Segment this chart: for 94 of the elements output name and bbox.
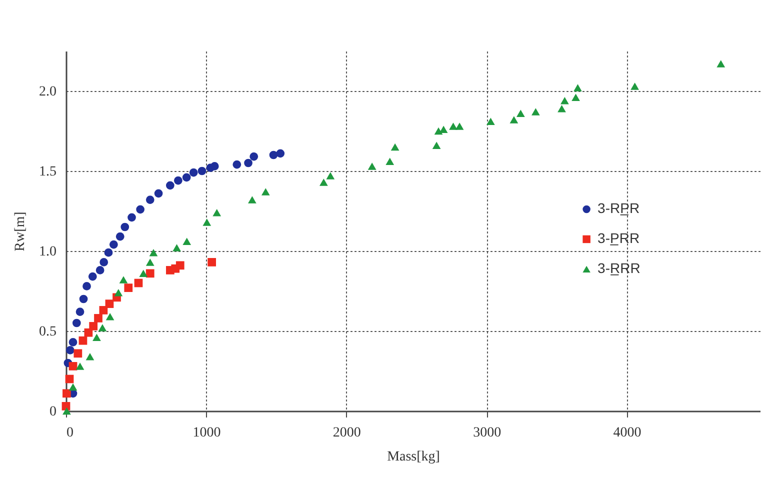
point (68, 338, 78, 346)
point (74, 349, 82, 358)
x-tick-label: 3000 (473, 426, 502, 440)
point (558, 104, 566, 112)
point (449, 122, 458, 130)
point (124, 284, 133, 292)
point (208, 258, 216, 266)
point (320, 178, 328, 186)
point (72, 318, 81, 328)
point (66, 346, 74, 354)
point (276, 149, 285, 158)
point (172, 244, 181, 252)
point (510, 116, 518, 124)
point (99, 306, 108, 314)
point (182, 238, 192, 246)
point (149, 248, 158, 256)
y-tick-label: 2.0 (39, 84, 56, 100)
point (92, 334, 101, 342)
point (76, 308, 84, 316)
x-tick-label: 0 (66, 426, 74, 440)
point (104, 248, 113, 257)
point (269, 150, 278, 160)
point (250, 152, 258, 161)
point (89, 322, 98, 330)
point (76, 362, 84, 370)
point (114, 288, 123, 296)
point (100, 258, 108, 266)
point (716, 60, 726, 68)
point (139, 270, 148, 278)
point (116, 232, 124, 241)
point (232, 160, 242, 169)
point (105, 300, 114, 308)
point (432, 142, 441, 150)
point (84, 328, 93, 337)
legend-label: 3-R̲RR (598, 260, 640, 276)
y-tick-label: 0.5 (39, 324, 56, 340)
point (136, 205, 144, 214)
point (96, 266, 104, 274)
point (109, 240, 118, 249)
legend-label: 3-RP̲R (598, 200, 640, 216)
point (65, 374, 74, 384)
point (94, 314, 102, 322)
point (189, 168, 198, 177)
point (486, 118, 495, 126)
point (62, 407, 71, 415)
x-axis-title: Mass[kg] (387, 450, 440, 464)
point (82, 282, 91, 290)
point (106, 312, 114, 320)
y-axis-title: Rw[m] (13, 212, 28, 252)
point (88, 272, 97, 281)
x-tick-label: 4000 (613, 426, 642, 440)
point (630, 82, 639, 90)
point (368, 162, 376, 170)
point (78, 336, 88, 345)
point (62, 389, 71, 398)
point (146, 269, 154, 278)
point (120, 222, 130, 232)
point (166, 181, 174, 190)
y-tick-label: 1.0 (39, 244, 56, 260)
point (146, 258, 154, 266)
point (68, 362, 78, 370)
point (128, 213, 136, 222)
point (79, 294, 88, 304)
point (531, 108, 540, 116)
point (86, 352, 94, 360)
point (98, 324, 107, 332)
y-tick-label: 0 (50, 404, 56, 420)
point (176, 261, 184, 270)
point (198, 166, 206, 176)
point (210, 162, 219, 170)
point (326, 172, 335, 180)
point (202, 218, 212, 226)
point (212, 208, 222, 216)
point (119, 276, 128, 284)
x-tick-label: 1000 (192, 426, 221, 440)
point (174, 176, 182, 185)
point (560, 96, 569, 104)
point (516, 110, 525, 118)
point (390, 143, 400, 151)
point (182, 173, 191, 182)
point (134, 278, 143, 288)
point (574, 84, 582, 92)
point (154, 189, 163, 198)
point (455, 122, 464, 130)
point (68, 383, 78, 391)
point (386, 158, 394, 166)
x-tick-label: 2000 (332, 426, 361, 440)
y-tick-label: 1.5 (39, 164, 56, 180)
point (261, 188, 270, 196)
point (572, 94, 580, 102)
point (146, 196, 154, 204)
legend-label: 3-P̲RR (598, 230, 640, 246)
point (248, 196, 256, 204)
point (244, 158, 252, 168)
